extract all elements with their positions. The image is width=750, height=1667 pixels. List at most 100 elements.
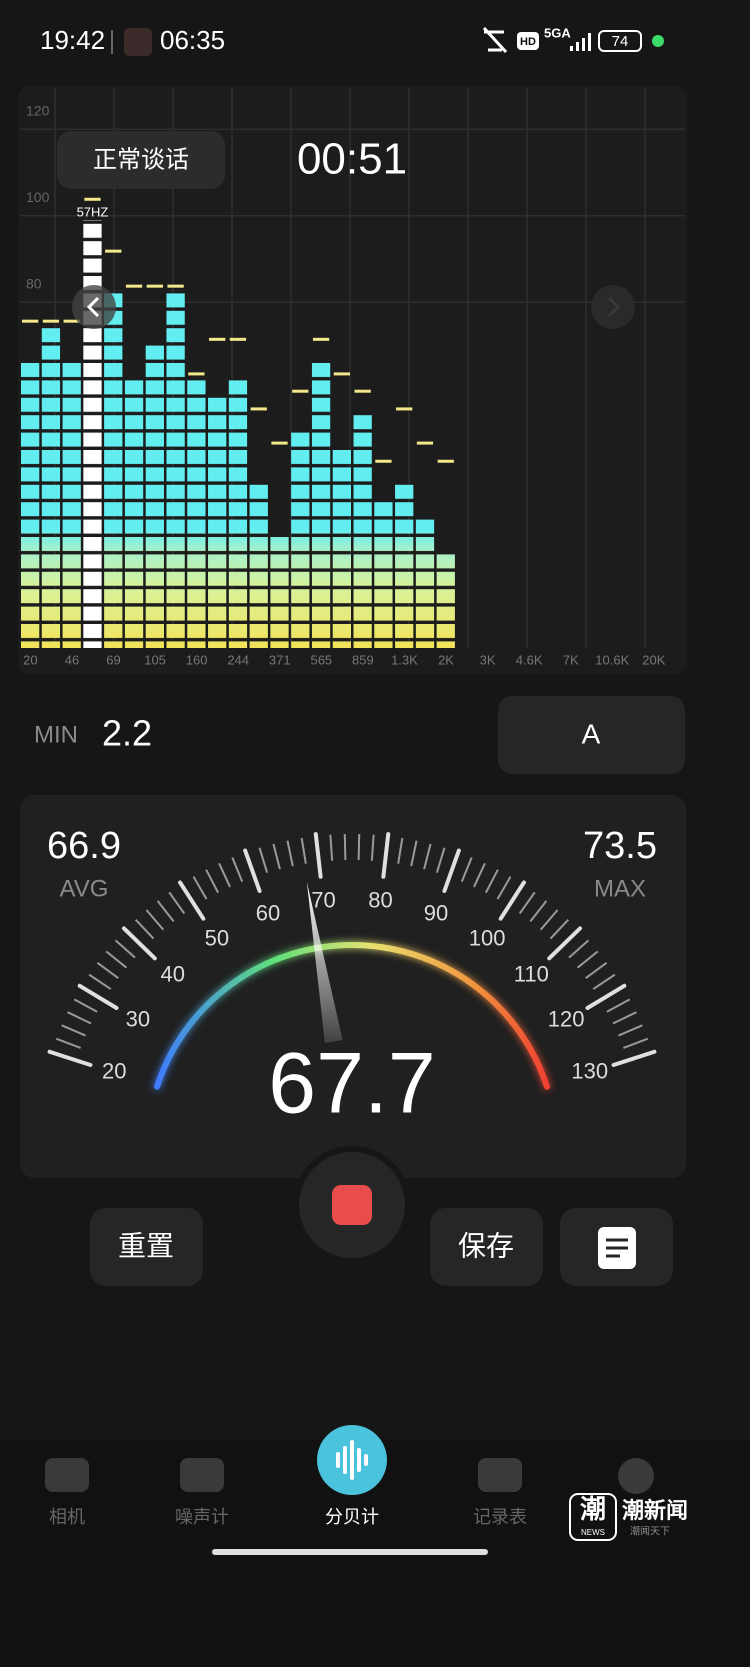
- minor-tick: [612, 1011, 637, 1025]
- bar: [249, 482, 268, 648]
- battery-level: 74: [612, 33, 629, 50]
- bar: [374, 500, 393, 648]
- major-tick: [243, 848, 262, 893]
- minor-tick: [623, 1037, 649, 1049]
- x-tick-label: 46: [65, 652, 79, 667]
- minor-tick: [134, 918, 155, 940]
- minor-tick: [618, 1024, 643, 1037]
- major-tick: [178, 880, 206, 921]
- minor-tick: [357, 834, 361, 861]
- minor-tick: [192, 876, 208, 900]
- bar: [166, 290, 185, 648]
- wave-bar: [364, 1454, 368, 1466]
- peak-label: 57HZ: [77, 205, 109, 220]
- home-indicator: [212, 1549, 488, 1555]
- minor-tick: [272, 843, 281, 870]
- bar: [228, 378, 248, 648]
- needle: [306, 881, 343, 1044]
- reset-button[interactable]: [90, 1208, 203, 1286]
- major-tick: [547, 926, 583, 961]
- bar: [332, 448, 351, 648]
- major-tick: [498, 880, 526, 921]
- weighting-button[interactable]: [498, 696, 685, 774]
- gauge-tick-label: 20: [102, 1059, 126, 1084]
- gauge-tick-label: 120: [548, 1007, 585, 1032]
- mode-label: 正常谈话: [93, 146, 189, 173]
- x-tick-label: 3K: [480, 652, 496, 667]
- minor-tick: [105, 950, 128, 969]
- major-tick: [611, 1049, 657, 1068]
- status-bar: 19:42 06:35 HD 5GA 74: [40, 25, 664, 56]
- minor-tick: [231, 857, 244, 882]
- watermark: 潮 NEWS 潮新闻 潮闻天下: [569, 1458, 688, 1541]
- prev-button[interactable]: [72, 285, 116, 329]
- minor-tick: [286, 840, 294, 867]
- nav-icon[interactable]: [180, 1458, 224, 1492]
- gauge-tick-label: 40: [160, 962, 184, 987]
- peak-marker: [250, 407, 267, 411]
- gauge-tick-label: 30: [126, 1007, 150, 1032]
- nav-icon[interactable]: [478, 1458, 522, 1492]
- nav-icon[interactable]: [45, 1458, 89, 1492]
- status-dot: [652, 35, 664, 47]
- hd-badge: [517, 32, 539, 50]
- peak-marker: [354, 389, 371, 393]
- media-icon: [124, 28, 152, 56]
- minor-tick: [460, 857, 473, 882]
- minor-tick: [518, 891, 536, 915]
- peak-marker: [271, 441, 288, 445]
- reset-label: 重置: [118, 1230, 174, 1261]
- bar: [21, 360, 40, 648]
- logo-char: 潮: [580, 1494, 606, 1524]
- x-tick-label: 7K: [563, 652, 579, 667]
- bar: [311, 360, 331, 648]
- bar: [104, 290, 123, 648]
- peak-marker: [333, 372, 350, 376]
- minor-tick: [423, 843, 432, 870]
- log-icon-lines: [606, 1238, 628, 1258]
- minor-tick: [435, 847, 446, 873]
- minor-tick: [73, 998, 98, 1013]
- save-button[interactable]: [430, 1208, 543, 1286]
- media-time: 06:35: [160, 25, 225, 55]
- y-tick-label: 120: [26, 103, 50, 119]
- separator: [111, 30, 113, 54]
- minor-tick: [300, 837, 307, 864]
- avg-value: 66.9: [47, 825, 121, 867]
- signal-icon: [570, 33, 591, 51]
- x-tick-label: 160: [186, 652, 208, 667]
- major-tick: [585, 983, 627, 1010]
- major-tick: [47, 1049, 93, 1068]
- peak-marker: [105, 249, 122, 253]
- timer: 00:51: [297, 135, 407, 184]
- peak-marker: [63, 319, 80, 323]
- current-level: 67.7: [268, 1036, 435, 1132]
- x-tick-label: 105: [144, 652, 166, 667]
- watermark-name: 潮新闻: [622, 1498, 688, 1523]
- peak-marker: [188, 372, 205, 376]
- next-button[interactable]: [591, 285, 635, 329]
- nav-label: 记录表: [473, 1507, 527, 1527]
- wave-bar: [350, 1440, 354, 1480]
- peak-marker: [42, 319, 60, 323]
- peak-marker: [84, 197, 101, 201]
- x-tick-label: 2K: [438, 652, 454, 667]
- gauge-tick-label: 100: [469, 925, 506, 950]
- minor-tick: [539, 909, 559, 931]
- x-tick-label: 69: [106, 652, 120, 667]
- minor-tick: [114, 939, 136, 959]
- x-tick-label: 20K: [642, 652, 665, 667]
- major-tick: [77, 983, 119, 1010]
- gauge-tick-label: 80: [368, 887, 392, 912]
- clock: 19:42: [40, 25, 105, 55]
- minor-tick: [496, 876, 512, 900]
- battery: [598, 30, 642, 52]
- bar: [353, 413, 372, 648]
- x-tick-label: 244: [227, 652, 249, 667]
- peak-marker: [209, 337, 226, 341]
- x-tick-label: 4.6K: [516, 652, 543, 667]
- minor-tick: [55, 1037, 81, 1049]
- bar: [415, 517, 435, 648]
- mode-chip[interactable]: [57, 131, 225, 189]
